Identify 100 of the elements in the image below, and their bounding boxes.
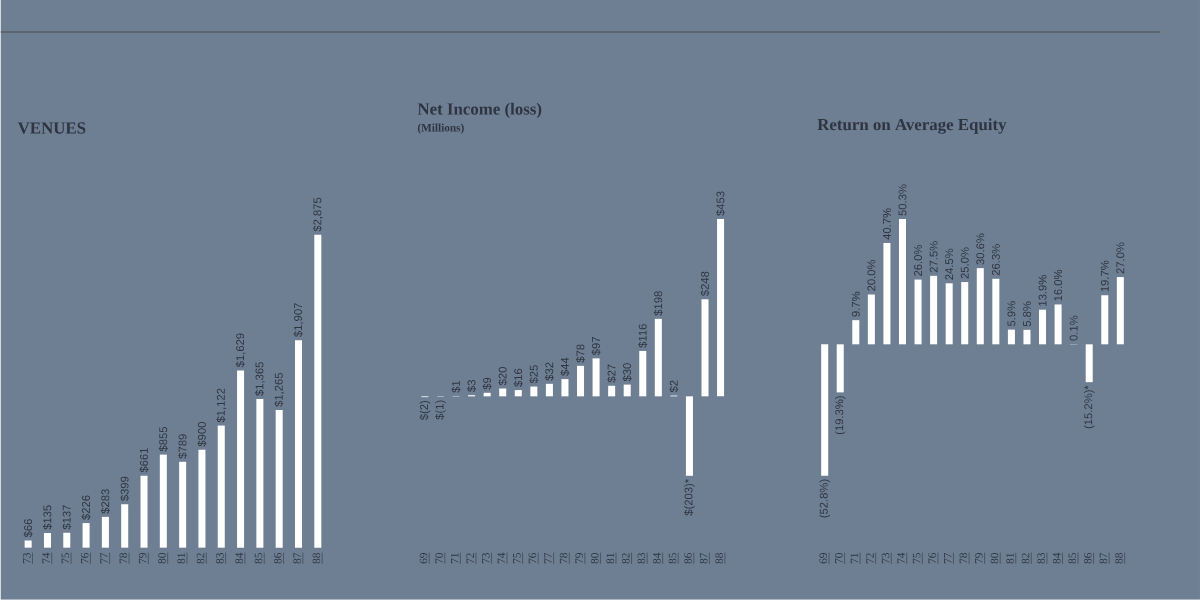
x-tick-label: 84 [1052,552,1061,564]
data-label: $116 [638,324,648,348]
x-tick-label: 73 [22,553,31,564]
bar [608,385,616,397]
data-label: 26.0% [914,245,923,277]
data-label: 25.0% [960,247,969,279]
x-tick-label: 76 [528,553,537,564]
data-label: 5.9% [1007,301,1016,327]
x-tick-label: 77 [944,553,952,564]
data-label: $2 [669,380,679,393]
data-label: $1 [451,381,461,393]
bar [1101,295,1109,345]
data-label: $3 [467,380,477,393]
x-tick-label: 83 [216,553,224,564]
bar [976,268,984,345]
data-label: $9 [482,377,492,390]
data-label: $137 [62,505,72,530]
bar [1023,330,1031,345]
data-label: 27.5% [929,241,938,273]
bar [685,396,693,476]
data-label: $1,265 [274,373,285,407]
data-label: $1,365 [254,362,265,397]
data-label: $1,907 [293,303,304,338]
x-tick-label: 72 [466,553,474,564]
data-label: $(1) [435,400,446,420]
bar [101,517,109,548]
data-label: $900 [197,422,207,447]
x-tick-label: 74 [497,552,506,564]
x-tick-label: 81 [606,553,615,564]
bar [914,279,922,345]
x-tick-label: 78 [959,553,968,564]
x-tick-label: 81 [177,553,186,564]
bar [1054,304,1062,345]
data-label: $198 [653,291,663,316]
bar [63,532,71,548]
bar [294,340,303,548]
data-label: 24.5% [945,248,954,280]
bar [654,319,662,397]
data-label: $789 [178,434,188,459]
x-tick-label: 88 [312,553,321,564]
x-tick-label: 69 [419,553,428,564]
data-label: 5.8% [1022,301,1031,327]
data-label: $661 [139,448,149,473]
x-tick-label: 73 [481,553,490,564]
x-tick-label: 86 [684,553,692,564]
x-tick-label: 87 [1099,553,1108,564]
data-label: $20 [498,367,508,386]
x-tick-label: 70 [835,553,843,564]
x-tick-label: 88 [715,553,723,564]
chart-title: Net Income (loss) [417,102,542,119]
x-tick-label: 74 [42,552,50,564]
bar [256,399,264,548]
data-label: $66 [23,519,33,538]
data-label: 50.3% [898,184,907,216]
data-label: $27 [607,364,617,383]
x-tick-label: 83 [1037,553,1045,564]
x-tick-label: 85 [668,553,677,564]
x-tick-label: 84 [653,552,661,564]
data-label: $1,122 [216,388,227,423]
bar [24,540,32,548]
data-label: $1,629 [235,333,246,368]
data-label: 27.0% [1116,242,1125,274]
x-tick-label: 80 [158,553,166,564]
data-label: 9.7% [851,292,860,317]
bar [159,454,167,548]
x-tick-label: 82 [196,553,205,564]
data-label: $226 [81,495,91,521]
x-tick-label: 82 [622,553,630,564]
bar [577,365,585,397]
x-tick-label: 81 [1006,553,1014,564]
data-label: $(203)* [684,479,695,516]
bar [198,449,206,548]
x-tick-label: 71 [450,553,459,564]
data-label: $16 [513,368,523,388]
x-tick-label: 76 [928,553,936,564]
data-label: $97 [591,337,601,356]
x-tick-label: 77 [100,553,108,564]
data-label: $44 [560,357,570,377]
bar [961,282,969,345]
data-label: $32 [544,362,554,381]
x-tick-label: 85 [1068,553,1077,564]
bar [1039,309,1047,345]
data-label: 20.0% [867,260,876,292]
x-tick-label: 74 [897,552,905,564]
bar [930,276,938,345]
bar [545,383,553,397]
data-label: 30.6% [976,233,985,265]
bar [530,386,538,397]
bar [623,384,631,397]
data-label: 26.3% [991,244,1000,276]
chart-title: VENUES [17,122,86,134]
x-tick-label: 79 [575,553,583,564]
bar [179,461,187,548]
data-label: 0.1% [1069,315,1078,341]
bar [836,344,844,393]
bar [43,533,51,548]
data-label: $855 [158,427,168,452]
x-tick-label: 83 [637,553,646,564]
bar [121,504,129,548]
bar [717,219,725,397]
